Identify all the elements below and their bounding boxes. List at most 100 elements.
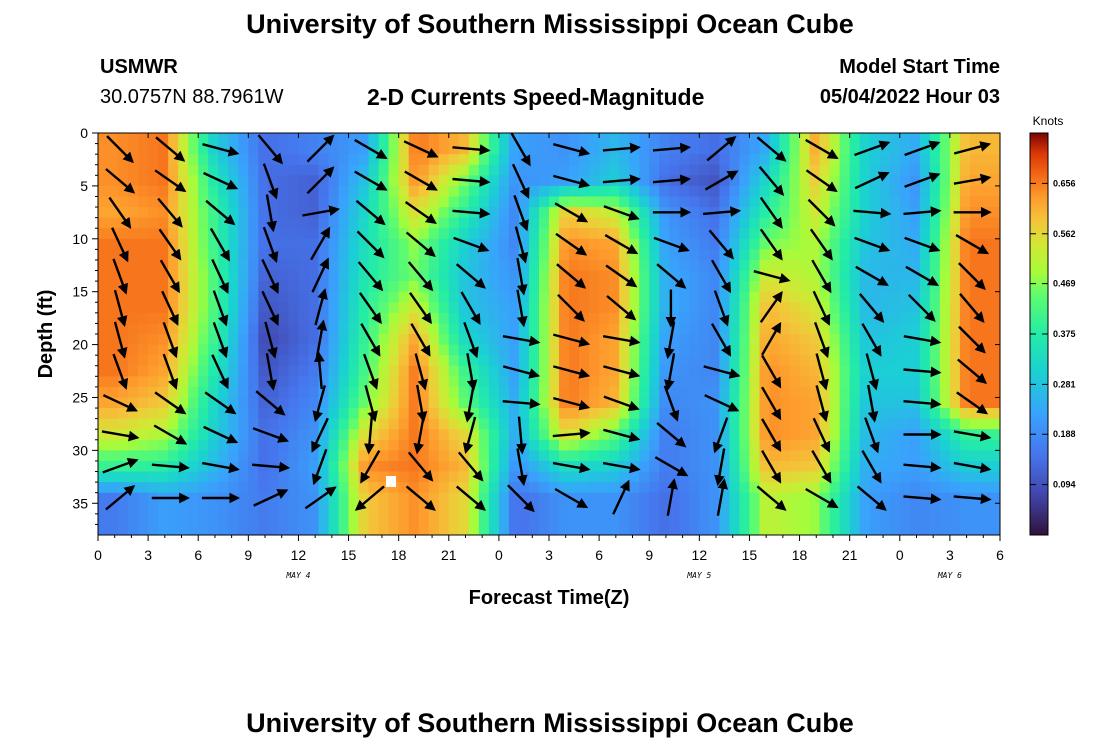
heat-cell [889,164,901,176]
heat-cell [168,175,179,187]
heat-cell [268,386,279,399]
heat-cell [488,513,500,526]
heat-cell [889,228,901,240]
heat-cell [629,196,640,208]
heat-cell [118,397,129,409]
heat-cell [348,355,360,367]
heat-cell [358,196,370,208]
current-arrow [311,257,330,293]
heat-cell [388,143,400,155]
heat-cell [458,471,470,483]
heat-cell [158,207,169,219]
heat-cell [749,460,761,473]
heat-cell [338,492,350,504]
heat-cell [929,418,941,430]
heat-cell [989,281,1000,293]
heat-cell [178,397,189,409]
heat-cell [338,408,350,420]
heat-cell [989,164,1000,176]
heat-cell [318,185,330,198]
heat-cell [288,228,300,240]
heat-cell [158,513,169,526]
heat-cell [939,228,951,240]
heat-cell [398,175,410,187]
heat-cell [158,154,169,166]
heat-cell [228,238,239,250]
heat-cell [829,513,841,526]
heat-cell [518,291,530,303]
heat-cell [619,228,630,240]
heat-cell [739,312,751,325]
heat-cell [118,302,129,314]
heat-cell [899,344,911,356]
heat-cell [168,291,179,303]
heat-cell [769,196,781,208]
heat-cell [338,460,350,473]
heat-cell [819,386,831,399]
heat-cell [809,503,821,515]
heat-cell [508,259,520,272]
heat-cell [989,482,1000,494]
heat-cell [118,291,129,303]
heat-cell [398,355,410,367]
current-arrow [516,448,528,487]
heat-cell [679,312,690,325]
heat-cell [128,164,139,176]
heat-cell [819,154,831,166]
heat-cell [899,355,911,367]
heat-cell [669,334,680,346]
heat-cell [268,164,279,176]
heat-cell [929,355,941,367]
heat-cell [428,439,440,451]
heat-cell [288,492,300,504]
heat-cell [719,429,730,441]
heat-cell [408,259,420,272]
current-arrow [959,293,985,323]
heat-cell [649,302,660,314]
heat-cell [989,196,1000,208]
heat-cell [769,259,781,272]
current-arrow [201,461,240,474]
heat-cell [438,365,450,377]
heat-cell [679,228,690,240]
heat-cell [689,185,700,198]
heat-cell [358,355,370,367]
heat-cell [298,302,310,314]
heat-cell [879,154,891,166]
x-tick-label: 21 [842,547,858,563]
heat-cell [669,355,680,367]
heat-cell [609,164,620,176]
heat-cell [108,450,119,462]
heat-cell [929,228,941,240]
heat-cell [799,196,811,208]
heat-cell [228,524,239,535]
heat-cell [749,196,761,208]
heat-cell [138,312,149,325]
heat-cell [258,397,269,409]
heat-cell [118,513,129,526]
heat-cell [108,238,119,250]
heat-cell [619,154,630,166]
heat-cell [488,185,500,198]
heat-cell [989,408,1000,420]
heat-cell [118,143,129,155]
heat-cell [338,259,350,272]
heat-cell [789,460,801,473]
heat-cell [148,164,159,176]
heat-cell [278,238,290,250]
heat-cell [358,312,370,325]
current-arrow [514,226,529,264]
heat-cell [148,185,159,198]
current-arrow [202,143,240,157]
heat-cell [859,312,871,325]
heat-cell [148,291,159,303]
heat-cell [679,418,690,430]
heat-cell [799,492,811,504]
heat-cell [869,482,881,494]
heat-cell [478,524,490,535]
heat-cell [679,386,690,399]
heat-cell [739,270,751,282]
heat-cell [629,185,640,198]
heat-cell [719,143,730,155]
heat-cell [889,450,901,462]
